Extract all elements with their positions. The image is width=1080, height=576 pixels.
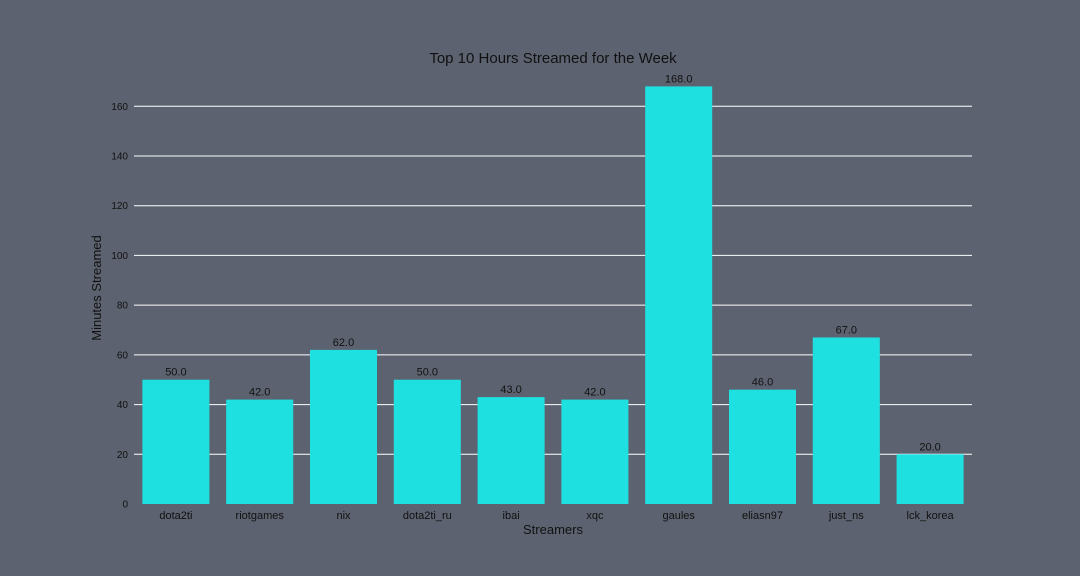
y-tick-label: 100 xyxy=(111,251,128,262)
bar-value-label: 168.0 xyxy=(665,73,693,85)
bar-dota2ti xyxy=(142,379,210,504)
y-tick-label: 160 xyxy=(111,102,128,113)
bars xyxy=(142,86,964,505)
y-tick-label: 80 xyxy=(117,301,129,312)
bar-xqc xyxy=(561,399,629,504)
bar-ibai xyxy=(477,397,545,504)
bar-riotgames xyxy=(226,399,294,504)
bar-nix xyxy=(309,349,378,504)
x-tick-label: nix xyxy=(336,510,351,522)
bar-value-label: 20.0 xyxy=(919,441,940,453)
bar-value-label: 43.0 xyxy=(500,384,521,396)
x-tick-label: lck_korea xyxy=(907,510,955,522)
y-tick-label: 60 xyxy=(117,350,129,361)
bar-value-label: 67.0 xyxy=(836,324,857,336)
y-axis-label: Minutes Streamed xyxy=(89,235,104,341)
x-axis-ticks: dota2ti riotgames nix dota2ti_ru ibai xqc gaul… xyxy=(159,510,954,522)
y-tick-label: 0 xyxy=(122,500,128,511)
bar-value-label: 50.0 xyxy=(417,367,438,379)
y-axis-ticks: 0 20 40 60 80 100 120 140 160 xyxy=(111,102,128,511)
x-tick-label: dota2ti_ru xyxy=(403,510,452,522)
bar-value-label: 50.0 xyxy=(165,367,186,379)
x-tick-label: eliasn97 xyxy=(742,510,783,522)
chart-title: Top 10 Hours Streamed for the Week xyxy=(429,50,677,67)
x-tick-label: gaules xyxy=(662,510,695,522)
bar-value-labels: 50.0 42.0 62.0 50.0 43.0 42.0 168.0 46.0 67.0 20.… xyxy=(165,73,941,453)
x-tick-label: dota2ti xyxy=(159,510,192,522)
x-tick-label: xqc xyxy=(586,510,604,522)
bar-value-label: 42.0 xyxy=(249,387,270,399)
x-tick-label: riotgames xyxy=(236,510,285,522)
y-tick-label: 140 xyxy=(111,152,128,163)
bar-eliasn97 xyxy=(728,389,797,504)
x-tick-label: just_ns xyxy=(828,510,864,522)
x-tick-label: ibai xyxy=(503,510,520,522)
bar-value-label: 62.0 xyxy=(333,337,354,349)
y-tick-label: 40 xyxy=(117,400,129,411)
y-tick-label: 120 xyxy=(111,201,128,212)
bar-dota2ti-ru xyxy=(393,379,461,504)
bar-value-label: 46.0 xyxy=(752,377,773,389)
bar-gaules xyxy=(645,86,713,505)
bar-lck-korea xyxy=(896,454,964,504)
x-axis-label: Streamers xyxy=(523,522,583,537)
bar-value-label: 42.0 xyxy=(584,387,605,399)
y-tick-label: 20 xyxy=(117,450,129,461)
bar-just-ns xyxy=(812,337,880,504)
